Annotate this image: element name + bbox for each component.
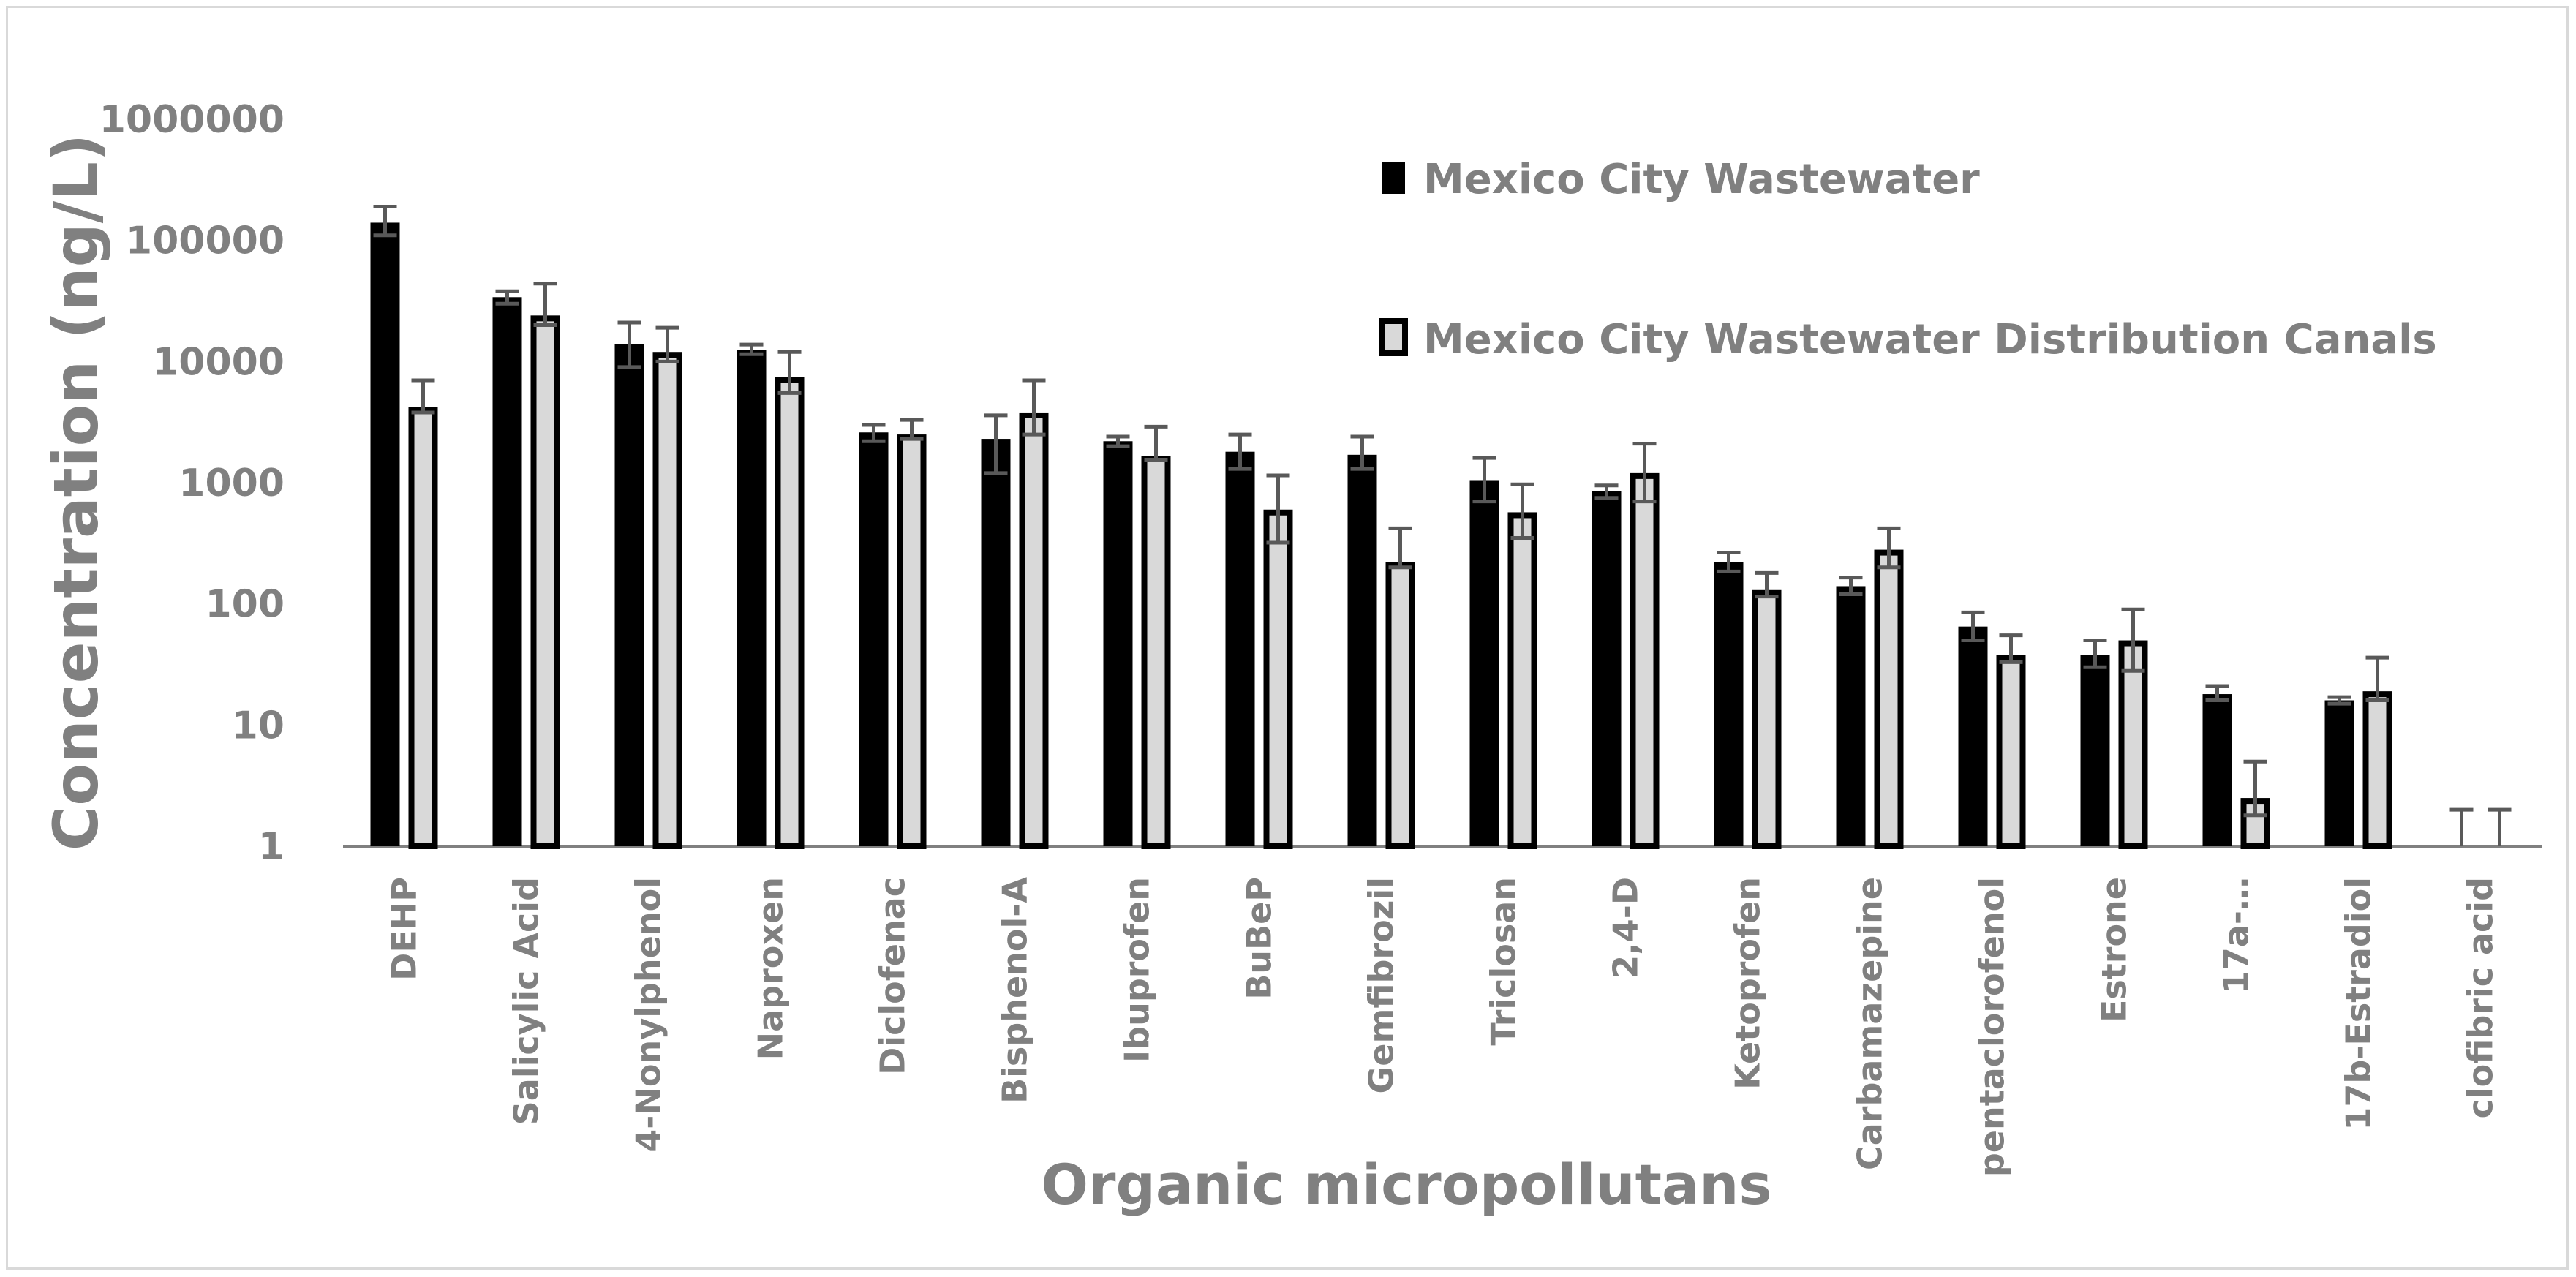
- legend-swatch-canals: [1379, 318, 1408, 356]
- bar-canals: [1507, 512, 1537, 850]
- x-category-label: 17a-…: [2217, 877, 2256, 994]
- y-tick-label: 1: [258, 825, 285, 869]
- y-tick-label: 10000: [152, 340, 285, 384]
- bar-wastewater: [859, 432, 889, 846]
- legend-label-wastewater: Mexico City Wastewater: [1423, 156, 1980, 203]
- x-axis-title: Organic micropollutans: [1041, 1152, 1771, 1217]
- x-category-label: Ibuprofen: [1118, 877, 1157, 1063]
- bar-wastewater: [1958, 626, 1988, 846]
- bar-canals: [1385, 562, 1415, 850]
- bar-wastewater: [1592, 491, 1622, 846]
- x-category-label: pentaclorofenol: [1973, 877, 2012, 1177]
- y-tick-label: 100: [205, 583, 285, 627]
- bar-wastewater: [2324, 700, 2354, 846]
- legend-swatch-wastewater: [1382, 162, 1405, 194]
- bar-wastewater: [370, 222, 400, 846]
- bar-wastewater: [492, 297, 522, 846]
- x-category-label: Carbamazepine: [1850, 877, 1890, 1170]
- y-tick-label: 1000: [178, 462, 285, 505]
- x-category-label: 4-Nonylphenol: [629, 877, 669, 1153]
- bar-wastewater: [1469, 480, 1499, 846]
- bar-wastewater: [2080, 655, 2110, 846]
- bar-canals: [1263, 509, 1293, 849]
- x-category-label: Naproxen: [751, 877, 791, 1060]
- x-category-label: clofibric acid: [2461, 877, 2501, 1118]
- bar-wastewater: [1347, 454, 1377, 846]
- bars-group: [370, 204, 2512, 850]
- bar-wastewater: [2202, 694, 2232, 846]
- legend-label-canals: Mexico City Wastewater Distribution Cana…: [1423, 316, 2437, 363]
- bar-canals: [408, 407, 438, 849]
- bar-canals: [530, 315, 560, 849]
- x-category-label: BuBeP: [1240, 877, 1279, 1000]
- x-category-label: 17b-Estradiol: [2339, 877, 2379, 1131]
- bar-wastewater: [1225, 451, 1255, 846]
- bar-canals: [1630, 472, 1660, 850]
- y-axis-title: Concentration (ng/L): [40, 134, 112, 851]
- chart-frame: 1 10 100 1000 10000 100000 1000000 DEHP Salicyl…: [6, 6, 2569, 1270]
- x-axis-categories: DEHP Salicylic Acid 4-Nonylphenol Naproxen D…: [385, 877, 2501, 1178]
- bar-canals: [897, 434, 927, 849]
- bar-canals: [1019, 412, 1049, 849]
- x-category-label: 2,4-D: [1606, 877, 1646, 979]
- bar-wastewater: [614, 344, 644, 847]
- bar-wastewater: [1836, 586, 1866, 846]
- x-category-label: Gemfibrozil: [1362, 877, 1401, 1094]
- bar-wastewater: [737, 350, 767, 846]
- y-axis-ticks: 1 10 100 1000 10000 100000 1000000: [99, 98, 285, 869]
- x-category-label: Bisphenol-A: [995, 877, 1035, 1104]
- bar-canals: [1874, 549, 1904, 849]
- x-category-label: Triclosan: [1484, 877, 1524, 1046]
- bar-canals: [775, 377, 805, 850]
- bar-canals: [1996, 655, 2026, 849]
- x-category-label: DEHP: [385, 877, 424, 981]
- y-tick-label: 10: [232, 704, 285, 747]
- bar-canals: [652, 352, 682, 849]
- bar-wastewater: [1714, 562, 1744, 846]
- x-category-label: Diclofenac: [873, 877, 913, 1075]
- bar-wastewater: [1103, 441, 1133, 846]
- bar-canals: [2362, 691, 2392, 849]
- legend: Mexico City Wastewater Mexico City Waste…: [1379, 156, 2437, 363]
- x-category-label: Salicylic Acid: [507, 877, 546, 1125]
- bar-chart: 1 10 100 1000 10000 100000 1000000 DEHP Salicyl…: [40, 98, 2542, 1217]
- bar-canals: [1752, 589, 1782, 849]
- bar-canals: [2118, 640, 2148, 849]
- y-tick-label: 1000000: [99, 98, 285, 142]
- bar-wastewater: [981, 439, 1011, 846]
- x-category-label: Ketoprofen: [1728, 877, 1768, 1090]
- x-category-label: Estrone: [2095, 877, 2134, 1022]
- y-tick-label: 100000: [126, 219, 285, 263]
- bar-canals: [1141, 456, 1171, 849]
